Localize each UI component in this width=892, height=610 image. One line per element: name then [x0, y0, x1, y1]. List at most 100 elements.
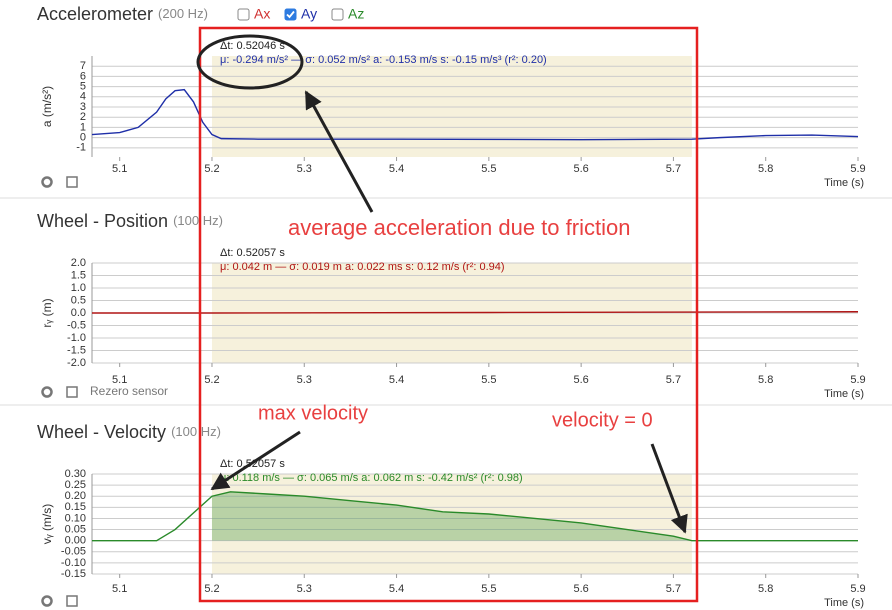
panel-title: Wheel - Position (100 Hz)	[37, 211, 223, 231]
y-tick-label: -1.0	[67, 332, 86, 344]
line	[92, 311, 859, 314]
selection	[211, 474, 692, 574]
y-tick-label: 4	[80, 91, 86, 103]
export-icon	[66, 176, 78, 188]
y-tick-label: 2	[80, 111, 86, 123]
y-tick-label: -0.5	[67, 319, 86, 331]
y-axis-label: a (m/s²)	[40, 86, 54, 127]
x-tick-label: 5.6	[573, 583, 588, 595]
arrow	[210, 430, 301, 491]
highlight-box	[198, 26, 699, 603]
x-tick-label: 5.9	[850, 583, 865, 595]
arrow	[650, 443, 688, 534]
x-tick-label: 5.7	[666, 583, 681, 595]
x-tick-label: 5.2	[204, 583, 219, 595]
x-tick-label: 5.8	[758, 583, 773, 595]
area	[211, 491, 692, 541]
settings-icon	[41, 176, 53, 188]
y-tick-label: -1	[76, 142, 86, 154]
x-axis-label: Time (s)	[824, 177, 864, 189]
stat-dt: Δt: 0.52046 s	[220, 40, 285, 52]
y-tick-label: 0.05	[65, 523, 86, 535]
export-icon	[66, 595, 78, 607]
panel-title: Wheel - Velocity (100 Hz)	[37, 422, 221, 442]
checkbox-label: Az	[348, 6, 364, 22]
y-tick-label: -0.10	[61, 557, 86, 569]
y-tick-label: 1.0	[71, 282, 86, 294]
x-axis-label: Time (s)	[824, 597, 864, 609]
x-tick-label: 5.2	[204, 163, 219, 175]
annotation: velocity = 0	[552, 409, 653, 431]
settings-icon	[41, 386, 53, 398]
panel-title: Accelerometer (200 Hz)	[37, 4, 208, 24]
x-tick-label: 5.1	[112, 583, 127, 595]
x-tick-label: 5.2	[204, 374, 219, 386]
title: Wheel - Position	[37, 211, 168, 231]
x-tick-label: 5.5	[481, 374, 496, 386]
checkbox-label: Ax	[254, 6, 270, 22]
y-tick-label: 0.20	[65, 490, 86, 502]
checkbox-label: Ay	[301, 6, 317, 22]
x-tick-label: 5.4	[389, 583, 404, 595]
rate: (200 Hz)	[158, 6, 208, 21]
rate: (100 Hz)	[173, 213, 223, 228]
y-tick-label: 5	[80, 81, 86, 93]
settings-icon	[41, 595, 53, 607]
y-tick-label: 0.30	[65, 468, 86, 480]
y-tick-label: 0.10	[65, 512, 86, 524]
x-tick-label: 5.8	[758, 374, 773, 386]
overlay: average acceleration due to friction max…	[196, 26, 699, 603]
checkbox[interactable]	[237, 8, 250, 21]
checkmark	[286, 10, 295, 19]
y-tick-label: -1.5	[67, 344, 86, 356]
x-tick-label: 5.6	[573, 163, 588, 175]
stat-line: μ: 0.118 m/s — σ: 0.065 m/s a: 0.062 m s…	[220, 472, 523, 484]
x-tick-label: 5.4	[389, 374, 404, 386]
y-tick-label: 0.0	[71, 307, 86, 319]
y-tick-label: 0.15	[65, 501, 86, 513]
y-axis-label: rᵧ (m)	[40, 298, 54, 327]
y-axis-label: vᵧ (m/s)	[40, 504, 54, 545]
x-tick-label: 5.1	[112, 374, 127, 386]
y-tick-label: 6	[80, 70, 86, 82]
y-tick-label: 7	[80, 60, 86, 72]
y-tick-label: 0	[80, 132, 86, 144]
line	[91, 88, 859, 141]
x-tick-label: 5.9	[850, 374, 865, 386]
y-tick-label: 0.5	[71, 294, 86, 306]
x-tick-label: 5.3	[297, 163, 312, 175]
title: Accelerometer	[37, 4, 153, 24]
y-tick-label: -2.0	[67, 357, 86, 369]
y-tick-label: 2.0	[71, 257, 86, 269]
stat-dt: Δt: 0.52057 s	[220, 247, 285, 259]
x-tick-label: 5.3	[297, 374, 312, 386]
x-tick-label: 5.8	[758, 163, 773, 175]
y-tick-label: 1	[80, 121, 86, 133]
y-tick-label: 1.5	[71, 269, 86, 281]
y-tick-label: 3	[80, 101, 86, 113]
x-tick-label: 5.7	[666, 163, 681, 175]
x-axis-label: Time (s)	[824, 388, 864, 400]
stat-line: μ: -0.294 m/s² — σ: 0.052 m/s² a: -0.153…	[220, 54, 547, 66]
x-tick-label: 5.7	[666, 374, 681, 386]
annotation: max velocity	[258, 402, 368, 424]
y-tick-label: 0.00	[65, 535, 86, 547]
y-tick-label: -0.05	[61, 546, 86, 558]
x-tick-label: 5.6	[573, 374, 588, 386]
ellipse	[196, 34, 304, 90]
x-tick-label: 5.1	[112, 163, 127, 175]
x-tick-label: 5.4	[389, 163, 404, 175]
x-tick-label: 5.9	[850, 163, 865, 175]
annotation: average acceleration due to friction	[288, 215, 630, 240]
checkbox[interactable]	[331, 8, 344, 21]
x-tick-label: 5.5	[481, 163, 496, 175]
selection	[211, 56, 692, 157]
y-tick-label: 0.25	[65, 479, 86, 491]
rezero-button[interactable]: Rezero sensor	[90, 384, 168, 398]
export-icon	[66, 386, 78, 398]
arrow	[304, 90, 374, 213]
stat-line: μ: 0.042 m — σ: 0.019 m a: 0.022 ms s: 0…	[220, 261, 505, 273]
x-tick-label: 5.3	[297, 583, 312, 595]
